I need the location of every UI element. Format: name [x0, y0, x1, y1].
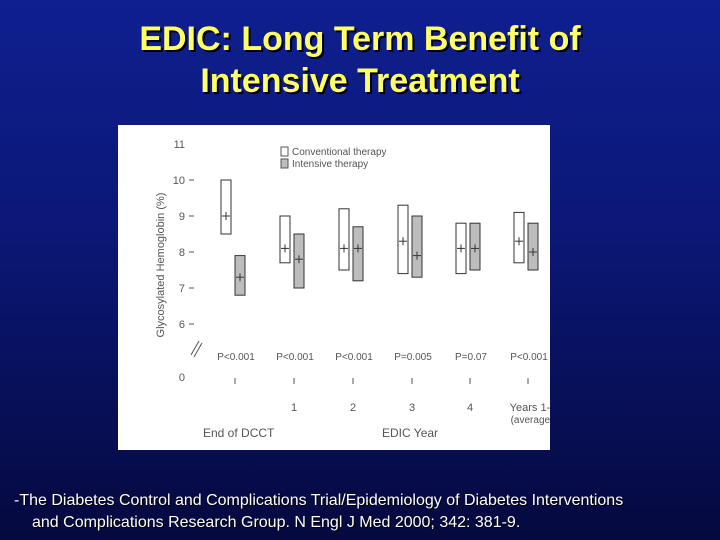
- x-tick-label: 3: [409, 402, 415, 414]
- x-tick-label: 2: [350, 402, 356, 414]
- legend-swatch: [280, 146, 289, 157]
- x-tick-label: 1: [291, 402, 297, 414]
- conventional-box: [220, 179, 232, 235]
- title-line-1: EDIC: Long Term Benefit of: [139, 20, 581, 58]
- x-tick-label: 4: [467, 402, 473, 414]
- slide-title: EDIC: Long Term Benefit of Intensive Tre…: [0, 18, 720, 102]
- p-value-label: P=0.07: [455, 352, 487, 363]
- citation-line-1: -The Diabetes Control and Complications …: [14, 492, 624, 509]
- conventional-box: [279, 215, 291, 264]
- y-tick-label: 10: [173, 175, 185, 187]
- p-value-label: P<0.001: [335, 352, 373, 363]
- intensive-box: [527, 222, 539, 271]
- p-value-label: P<0.001: [510, 352, 548, 363]
- p-value-label: P<0.001: [276, 352, 314, 363]
- x-axis-label: EDIC Year: [382, 426, 438, 440]
- citation-line-2: and Complications Research Group. N Engl…: [32, 514, 521, 531]
- y-tick-label: 11: [174, 139, 185, 151]
- box-plot-chart: Glycosylated Hemoglobin (%) 11 10 9 8 7 6 0 Conv…: [155, 139, 550, 440]
- y-tick-label: 6: [179, 319, 185, 331]
- title-line-2: Intensive Treatment: [200, 62, 520, 100]
- legend-swatch: [280, 158, 289, 169]
- baseline-label: End of DCCT: [203, 426, 275, 440]
- intensive-box: [352, 226, 364, 282]
- axis-break-mark: [193, 342, 203, 358]
- axis-break-mark: [190, 340, 200, 356]
- y-tick-label: 0: [179, 372, 185, 384]
- conventional-box: [338, 208, 350, 271]
- intensive-box: [411, 215, 423, 278]
- y-tick-label: 8: [179, 247, 185, 259]
- x-tick-sublabel: (average): [511, 415, 550, 426]
- legend-label: Conventional therapy: [292, 147, 387, 158]
- p-value-label: P<0.001: [217, 352, 255, 363]
- y-tick-label: 9: [179, 211, 185, 223]
- p-value-label: P=0.005: [394, 352, 432, 363]
- chart-panel: Glycosylated Hemoglobin (%) 11 10 9 8 7 6 0 Conv…: [118, 125, 550, 450]
- x-tick-label: Years 1-4: [510, 402, 550, 414]
- citation: -The Diabetes Control and Complications …: [14, 490, 714, 534]
- y-axis-label: Glycosylated Hemoglobin (%): [155, 193, 167, 338]
- y-tick-label: 7: [179, 283, 185, 295]
- legend-label: Intensive therapy: [292, 159, 368, 170]
